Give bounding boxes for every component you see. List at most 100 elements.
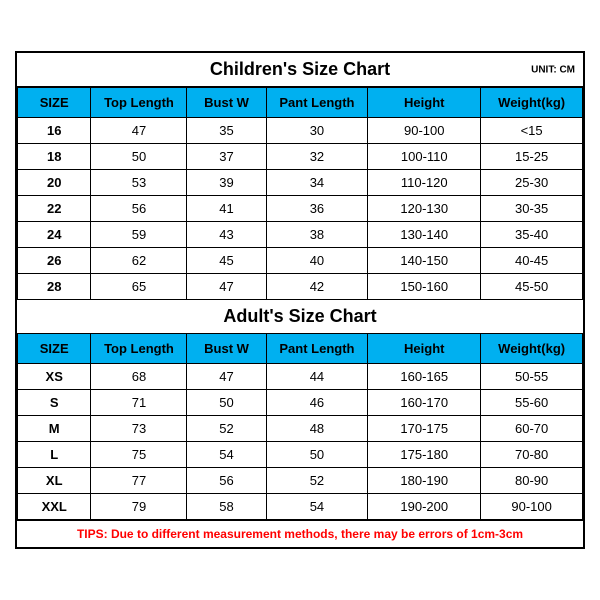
table-cell: 130-140 xyxy=(368,222,481,248)
table-cell: 150-160 xyxy=(368,274,481,300)
table-cell: 50 xyxy=(266,442,368,468)
table-cell: XXL xyxy=(18,494,91,520)
table-cell: 80-90 xyxy=(481,468,583,494)
table-cell: 42 xyxy=(266,274,368,300)
table-cell: 77 xyxy=(91,468,187,494)
adult-title: Adult's Size Chart xyxy=(223,306,376,326)
table-cell: 50-55 xyxy=(481,364,583,390)
table-cell: 30-35 xyxy=(481,196,583,222)
table-cell: 60-70 xyxy=(481,416,583,442)
table-cell: 62 xyxy=(91,248,187,274)
col-pant: Pant Length xyxy=(266,88,368,118)
table-cell: 55-60 xyxy=(481,390,583,416)
table-cell: 25-30 xyxy=(481,170,583,196)
table-cell: 36 xyxy=(266,196,368,222)
table-cell: 50 xyxy=(91,144,187,170)
table-cell: 28 xyxy=(18,274,91,300)
table-cell: 59 xyxy=(91,222,187,248)
table-cell: 79 xyxy=(91,494,187,520)
col-weight: Weight(kg) xyxy=(481,334,583,364)
table-cell: 65 xyxy=(91,274,187,300)
col-top-length: Top Length xyxy=(91,88,187,118)
table-cell: 58 xyxy=(187,494,266,520)
table-cell: <15 xyxy=(481,118,583,144)
col-pant: Pant Length xyxy=(266,334,368,364)
table-cell: 90-100 xyxy=(481,494,583,520)
children-header-row: SIZE Top Length Bust W Pant Length Heigh… xyxy=(18,88,583,118)
adult-title-bar: Adult's Size Chart xyxy=(17,300,583,333)
size-chart-container: Children's Size Chart UNIT: CM SIZE Top … xyxy=(15,51,585,549)
table-row: L755450175-18070-80 xyxy=(18,442,583,468)
table-cell: 160-170 xyxy=(368,390,481,416)
tips-note: TIPS: Due to different measurement metho… xyxy=(17,520,583,547)
table-row: 20533934110-12025-30 xyxy=(18,170,583,196)
table-cell: 71 xyxy=(91,390,187,416)
table-cell: 47 xyxy=(187,364,266,390)
table-cell: 46 xyxy=(266,390,368,416)
col-height: Height xyxy=(368,334,481,364)
table-row: XL775652180-19080-90 xyxy=(18,468,583,494)
table-cell: 56 xyxy=(187,468,266,494)
table-row: 26624540140-15040-45 xyxy=(18,248,583,274)
table-cell: M xyxy=(18,416,91,442)
table-cell: S xyxy=(18,390,91,416)
table-cell: 43 xyxy=(187,222,266,248)
table-cell: 50 xyxy=(187,390,266,416)
table-cell: 40-45 xyxy=(481,248,583,274)
table-row: 1647353090-100<15 xyxy=(18,118,583,144)
table-cell: 40 xyxy=(266,248,368,274)
table-cell: 45 xyxy=(187,248,266,274)
table-row: 22564136120-13030-35 xyxy=(18,196,583,222)
unit-label: UNIT: CM xyxy=(531,64,575,75)
col-weight: Weight(kg) xyxy=(481,88,583,118)
table-cell: 44 xyxy=(266,364,368,390)
table-row: XS684744160-16550-55 xyxy=(18,364,583,390)
col-size: SIZE xyxy=(18,88,91,118)
table-cell: 70-80 xyxy=(481,442,583,468)
table-row: 18503732100-11015-25 xyxy=(18,144,583,170)
adult-body: XS684744160-16550-55S715046160-17055-60M… xyxy=(18,364,583,520)
table-cell: 30 xyxy=(266,118,368,144)
table-cell: 18 xyxy=(18,144,91,170)
table-row: XXL795854190-20090-100 xyxy=(18,494,583,520)
table-row: M735248170-17560-70 xyxy=(18,416,583,442)
table-cell: 35-40 xyxy=(481,222,583,248)
table-cell: 75 xyxy=(91,442,187,468)
table-cell: 47 xyxy=(187,274,266,300)
table-cell: 24 xyxy=(18,222,91,248)
children-title: Children's Size Chart xyxy=(210,59,390,79)
table-cell: 22 xyxy=(18,196,91,222)
table-cell: 160-165 xyxy=(368,364,481,390)
table-cell: 140-150 xyxy=(368,248,481,274)
table-cell: 170-175 xyxy=(368,416,481,442)
table-cell: 175-180 xyxy=(368,442,481,468)
adult-table: SIZE Top Length Bust W Pant Length Heigh… xyxy=(17,333,583,520)
col-bust: Bust W xyxy=(187,334,266,364)
children-body: 1647353090-100<1518503732100-11015-25205… xyxy=(18,118,583,300)
table-row: 24594338130-14035-40 xyxy=(18,222,583,248)
table-cell: 39 xyxy=(187,170,266,196)
table-cell: 54 xyxy=(266,494,368,520)
children-title-bar: Children's Size Chart UNIT: CM xyxy=(17,53,583,87)
table-cell: 20 xyxy=(18,170,91,196)
col-height: Height xyxy=(368,88,481,118)
table-cell: 37 xyxy=(187,144,266,170)
col-size: SIZE xyxy=(18,334,91,364)
table-cell: 53 xyxy=(91,170,187,196)
table-cell: 52 xyxy=(266,468,368,494)
table-cell: 90-100 xyxy=(368,118,481,144)
table-cell: 52 xyxy=(187,416,266,442)
col-top-length: Top Length xyxy=(91,334,187,364)
table-cell: 54 xyxy=(187,442,266,468)
table-cell: 100-110 xyxy=(368,144,481,170)
table-cell: 15-25 xyxy=(481,144,583,170)
table-cell: 26 xyxy=(18,248,91,274)
children-table: SIZE Top Length Bust W Pant Length Heigh… xyxy=(17,87,583,300)
table-cell: 45-50 xyxy=(481,274,583,300)
table-cell: XS xyxy=(18,364,91,390)
table-cell: 16 xyxy=(18,118,91,144)
table-cell: 41 xyxy=(187,196,266,222)
table-cell: 120-130 xyxy=(368,196,481,222)
table-row: S715046160-17055-60 xyxy=(18,390,583,416)
table-cell: 47 xyxy=(91,118,187,144)
